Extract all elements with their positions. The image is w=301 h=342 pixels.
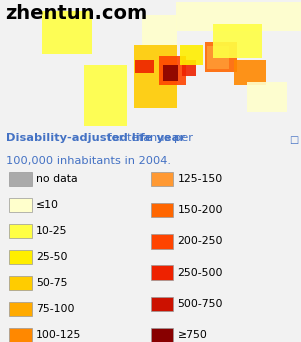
Text: 500-750: 500-750 bbox=[178, 299, 223, 309]
Bar bbox=[175, 2, 301, 31]
Bar bbox=[134, 45, 177, 108]
Text: 100,000 inhabitants in 2004.: 100,000 inhabitants in 2004. bbox=[6, 156, 171, 166]
Bar bbox=[213, 24, 262, 58]
Bar bbox=[84, 65, 127, 126]
Text: 100-125: 100-125 bbox=[36, 330, 82, 340]
Bar bbox=[9, 198, 32, 212]
Bar bbox=[9, 224, 32, 238]
Bar bbox=[9, 250, 32, 264]
Bar bbox=[9, 328, 32, 342]
Text: 250-500: 250-500 bbox=[178, 268, 223, 278]
Text: 50-75: 50-75 bbox=[36, 278, 68, 288]
Text: ≤10: ≤10 bbox=[36, 200, 59, 210]
Bar bbox=[182, 60, 196, 76]
Text: 150-200: 150-200 bbox=[178, 205, 223, 215]
Text: □: □ bbox=[289, 135, 298, 145]
Bar bbox=[9, 172, 32, 186]
Bar bbox=[42, 11, 92, 54]
Bar bbox=[142, 15, 177, 45]
Bar bbox=[150, 172, 173, 186]
Bar bbox=[247, 82, 287, 112]
Bar bbox=[150, 203, 173, 217]
Bar bbox=[163, 65, 178, 81]
Text: 75-100: 75-100 bbox=[36, 304, 75, 314]
Text: zhentun.com: zhentun.com bbox=[5, 4, 147, 24]
Text: no data: no data bbox=[36, 174, 78, 184]
Bar bbox=[180, 45, 203, 65]
Bar bbox=[159, 56, 186, 85]
Bar bbox=[150, 328, 173, 342]
Text: for tetanus per: for tetanus per bbox=[104, 133, 193, 143]
Bar bbox=[205, 42, 237, 72]
Bar bbox=[150, 297, 173, 311]
Text: 125-150: 125-150 bbox=[178, 174, 223, 184]
Bar bbox=[150, 265, 173, 280]
Text: Disability-adjusted life year: Disability-adjusted life year bbox=[6, 133, 185, 143]
Text: 200-250: 200-250 bbox=[178, 236, 223, 246]
Text: 25-50: 25-50 bbox=[36, 252, 68, 262]
Text: 10-25: 10-25 bbox=[36, 226, 68, 236]
Bar bbox=[234, 60, 266, 85]
Bar bbox=[150, 234, 173, 249]
Bar bbox=[135, 60, 154, 73]
Bar bbox=[9, 302, 32, 316]
Bar bbox=[207, 46, 229, 69]
Bar bbox=[9, 276, 32, 290]
Text: ≥750: ≥750 bbox=[178, 330, 207, 340]
